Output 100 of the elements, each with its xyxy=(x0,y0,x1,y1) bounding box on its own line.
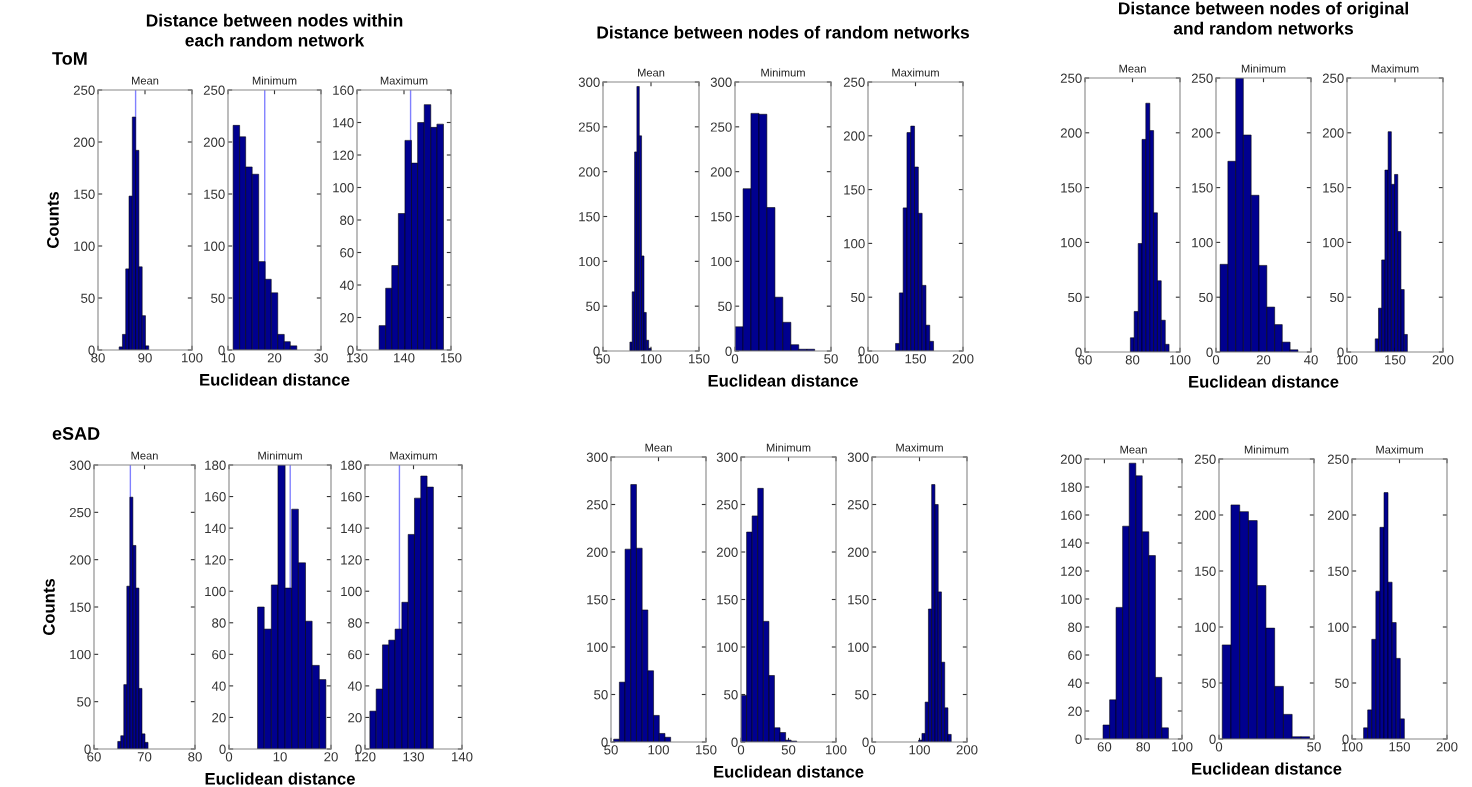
y-tick-label: 0 xyxy=(88,345,95,355)
y-tick-label: 80 xyxy=(348,618,362,628)
y-tick-label: 200 xyxy=(1322,128,1344,138)
y-tick-label: 150 xyxy=(848,595,869,605)
x-tick-label: 50 xyxy=(1307,742,1321,752)
y-tick-label: 250 xyxy=(1322,73,1344,83)
y-tick-label: 200 xyxy=(69,555,91,565)
y-tick-label: 160 xyxy=(1061,510,1082,520)
text: Distance between nodes within each random network xyxy=(146,13,403,47)
x-tick-label: 90 xyxy=(138,353,152,363)
y-tick-label: 150 xyxy=(717,595,738,605)
y-tick-label: 300 xyxy=(710,77,732,87)
y-tick-label: 100 xyxy=(1323,237,1344,248)
x-tick-label: 150 xyxy=(689,354,710,364)
y-tick-label: 150 xyxy=(579,212,600,222)
y-tick-label: 50 xyxy=(718,301,732,312)
y-tick-label: 0 xyxy=(218,345,225,355)
x-tick-label: 130 xyxy=(403,752,424,762)
x-tick-label: 10 xyxy=(273,752,287,762)
y-tick-label: 50 xyxy=(81,293,95,303)
y-tick-label: 20 xyxy=(1068,706,1082,716)
y-tick-label: 100 xyxy=(1061,594,1082,604)
y-tick-label: 200 xyxy=(73,137,95,147)
y-tick-label: 300 xyxy=(586,452,608,462)
y-tick-label: 120 xyxy=(333,150,354,160)
y-tick-label: 200 xyxy=(1194,510,1216,520)
y-tick-label: 50 xyxy=(1199,292,1213,303)
chart-title: Minimum xyxy=(258,451,302,460)
y-tick-label: 40 xyxy=(211,681,226,691)
y-tick-label: 50 xyxy=(77,697,91,707)
y-tick-label: 200 xyxy=(1191,128,1213,138)
x-tick-label: 200 xyxy=(1432,355,1454,365)
x-tick-label: 80 xyxy=(188,752,202,762)
y-tick-label: 250 xyxy=(73,85,95,95)
y-tick-label: 100 xyxy=(341,586,362,597)
y-tick-label: 50 xyxy=(594,690,608,700)
y-tick-label: 60 xyxy=(340,248,354,258)
y-tick-label: 120 xyxy=(341,555,362,565)
y-tick-label: 80 xyxy=(1068,622,1082,632)
y-tick-label: 200 xyxy=(1060,128,1082,138)
x-tick-label: 100 xyxy=(182,353,203,363)
y-tick-label: 40 xyxy=(1067,678,1082,688)
y-tick-label: 40 xyxy=(347,681,362,691)
x-tick-label: 20 xyxy=(267,353,282,363)
x-tick-label: 20 xyxy=(324,752,338,762)
x-tick-label: 150 xyxy=(696,745,717,755)
x-axis-title: Euclidean distance xyxy=(200,373,350,386)
y-tick-label: 100 xyxy=(74,241,95,251)
y-tick-label: 0 xyxy=(1209,734,1216,744)
chart-title: Maximum xyxy=(380,76,428,85)
chart-title: Maximum xyxy=(892,68,939,77)
x-axis-title: Euclidean distance xyxy=(708,374,858,387)
y-tick-label: 250 xyxy=(203,85,225,95)
y-tick-label: 100 xyxy=(1328,622,1349,632)
y-tick-label: 300 xyxy=(847,452,869,462)
x-tick-label: 50 xyxy=(604,745,618,755)
y-tick-label: 200 xyxy=(1060,454,1082,464)
y-tick-label: 180 xyxy=(341,460,362,470)
x-tick-label: 0 xyxy=(868,745,876,755)
x-tick-label: 0 xyxy=(737,745,745,755)
x-tick-label: 100 xyxy=(909,745,930,755)
y-tick-label: 100 xyxy=(70,649,91,660)
y-tick-label: 300 xyxy=(578,77,600,87)
x-tick-label: 100 xyxy=(826,745,847,755)
chart-title: Maximum xyxy=(896,443,943,452)
y-tick-label: 40 xyxy=(339,280,354,290)
y-tick-label: 150 xyxy=(204,189,225,199)
chart-title: Minimum xyxy=(766,443,811,452)
x-tick-label: 80 xyxy=(91,353,105,363)
x-tick-label: 120 xyxy=(355,752,376,762)
y-tick-label: 100 xyxy=(205,586,226,597)
y-tick-label: 120 xyxy=(1061,566,1082,576)
chart-title: Minimum xyxy=(1244,445,1289,454)
y-tick-label: 150 xyxy=(711,212,732,222)
x-tick-label: 40 xyxy=(1303,355,1318,365)
y-tick-label: 140 xyxy=(205,523,226,534)
y-tick-label: 200 xyxy=(586,547,608,557)
chart-title: Mean xyxy=(1119,64,1146,73)
y-tick-label: 150 xyxy=(587,595,608,605)
chart-title: Maximum xyxy=(1371,64,1419,73)
y-tick-label: 0 xyxy=(593,346,600,356)
x-tick-label: 100 xyxy=(648,745,669,755)
y-axis-title: Counts xyxy=(43,578,55,636)
x-axis-title: Euclidean distance xyxy=(205,772,355,785)
y-tick-label: 200 xyxy=(203,137,225,147)
x-tick-label: 30 xyxy=(314,353,328,363)
y-tick-label: 250 xyxy=(843,77,865,87)
y-tick-label: 20 xyxy=(212,713,226,723)
x-axis-title: Euclidean distance xyxy=(714,765,864,778)
chart-title: Minimum xyxy=(252,76,297,85)
y-tick-label: 120 xyxy=(205,555,226,565)
y-tick-label: 200 xyxy=(843,131,865,141)
y-tick-label: 250 xyxy=(1194,454,1216,464)
y-tick-label: 100 xyxy=(717,642,738,652)
y-tick-label: 80 xyxy=(212,618,226,628)
x-tick-label: 150 xyxy=(1385,355,1406,365)
y-tick-label: 50 xyxy=(1068,292,1082,303)
x-tick-label: 100 xyxy=(1172,742,1193,752)
chart-title: Mean xyxy=(638,68,665,77)
y-tick-label: 300 xyxy=(716,452,738,462)
